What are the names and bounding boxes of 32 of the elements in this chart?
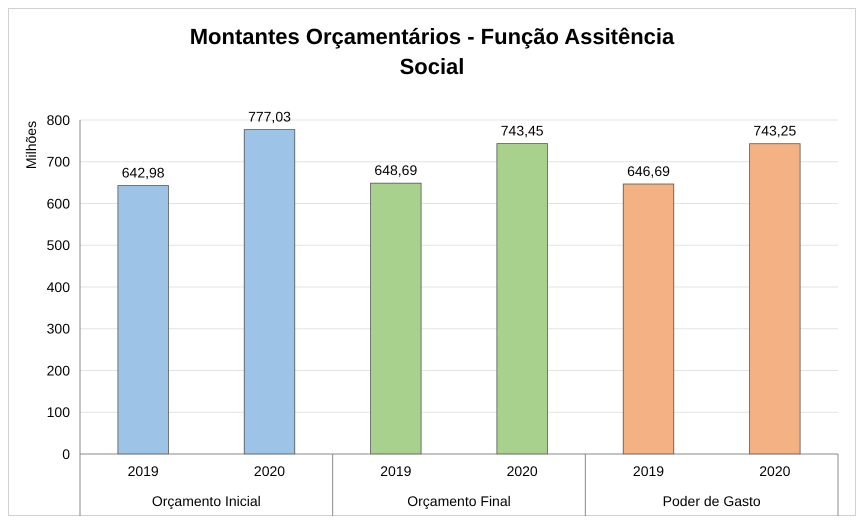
data-label: 743,25 bbox=[753, 122, 796, 139]
y-tick-label: 400 bbox=[46, 278, 70, 295]
data-label: 743,45 bbox=[500, 122, 544, 139]
text: Poder de Gasto bbox=[662, 493, 761, 509]
bar bbox=[622, 184, 674, 454]
x-tick-label: 2019 bbox=[128, 463, 159, 479]
y-tick-label: 600 bbox=[46, 195, 70, 212]
y-tick-label: 0 bbox=[62, 446, 70, 462]
data-label: 648,69 bbox=[374, 162, 418, 178]
y-tick-label: 800 bbox=[46, 112, 70, 128]
x-tick-label: 2019 bbox=[632, 463, 664, 479]
y-axis-title: Milhões bbox=[23, 120, 39, 170]
x-tick-label: 2020 bbox=[759, 463, 791, 479]
data-label: 777,03 bbox=[248, 108, 292, 125]
y-tick-label: 700 bbox=[46, 154, 70, 170]
bar bbox=[496, 143, 548, 454]
bar bbox=[118, 185, 169, 454]
bar bbox=[370, 182, 422, 454]
y-tick-label: 200 bbox=[46, 362, 70, 378]
bar bbox=[749, 143, 800, 454]
x-tick-label: 2020 bbox=[506, 463, 538, 479]
chart-title: Montantes Orçamentários - Função Assitência Social bbox=[190, 24, 676, 79]
x-tick-label: 2019 bbox=[380, 463, 412, 479]
text: Orçamento Final bbox=[407, 493, 511, 509]
y-tick-label: 300 bbox=[46, 320, 70, 337]
data-label: 642,98 bbox=[122, 164, 165, 181]
y-tick-label: 100 bbox=[46, 404, 70, 420]
data-label: 646,69 bbox=[627, 163, 670, 180]
bar bbox=[244, 129, 296, 454]
y-tick-label: 500 bbox=[46, 237, 70, 254]
text: Orçamento Inicial bbox=[152, 493, 261, 509]
x-tick-label: 2020 bbox=[254, 463, 286, 479]
